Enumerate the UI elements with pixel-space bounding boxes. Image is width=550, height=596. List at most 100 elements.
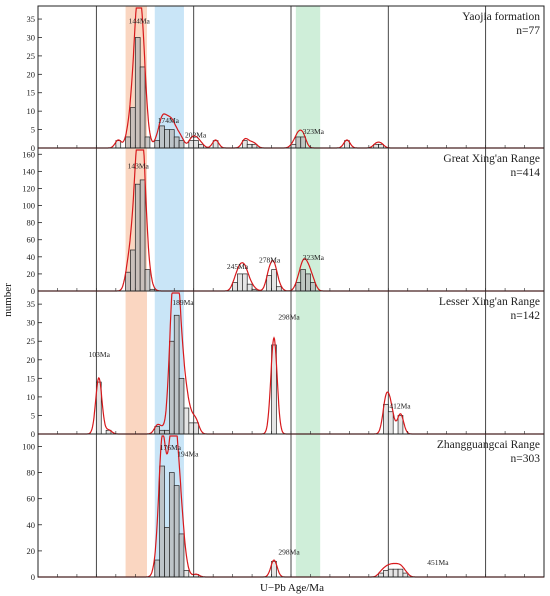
histogram-bar	[387, 568, 394, 578]
histogram-bar	[193, 140, 199, 149]
y-tick-label: 0	[31, 286, 35, 296]
histogram-bar	[154, 559, 160, 578]
y-tick-label: 10	[27, 392, 36, 402]
y-tick-label: 160	[22, 149, 35, 159]
histogram-bar	[295, 282, 302, 292]
peak-label: 323Ma	[303, 127, 325, 136]
histogram-bar	[173, 136, 180, 149]
peak-label: 174Ma	[158, 116, 180, 125]
histogram-bar	[159, 465, 165, 578]
histogram-bar	[232, 282, 238, 292]
panel-title: Yaojia formation	[462, 11, 540, 23]
histogram-bar	[193, 422, 199, 435]
histogram-bar	[173, 314, 180, 435]
histogram-bar	[402, 572, 409, 578]
y-tick-label: 20	[27, 269, 36, 279]
chart-panels: 0 5 10 15 20 25 30 35 144Ma 174Ma 202Ma 323Ma Yaojia…	[22, 5, 545, 582]
y-tick-label: 10	[27, 106, 36, 116]
panel-sample-count: n=142	[511, 310, 541, 322]
histogram-bar	[305, 273, 311, 292]
histogram-bar	[125, 136, 131, 149]
histogram-bar	[188, 140, 195, 149]
histogram-bar	[154, 140, 160, 149]
histogram-bar	[144, 136, 151, 149]
histogram-bar	[300, 136, 306, 149]
histogram-bar	[183, 407, 190, 435]
histogram-bar	[271, 269, 277, 292]
histogram-bar	[169, 340, 175, 435]
peak-label: 189Ma	[172, 298, 194, 307]
histogram-bar	[134, 37, 141, 149]
histogram-bar	[300, 269, 306, 292]
x-axis-label: U−Pb Age/Ma	[260, 582, 324, 594]
peak-label: 412Ma	[389, 402, 411, 411]
peak-label: 202Ma	[185, 131, 207, 140]
histogram-bar	[134, 183, 141, 292]
histogram-bar	[383, 403, 389, 435]
peak-label: 103Ma	[89, 350, 111, 359]
histogram-bar	[383, 570, 389, 578]
y-tick-label: 60	[27, 494, 36, 504]
panel-title: Zhangguangcai Range	[437, 439, 540, 451]
histogram-bar	[159, 125, 165, 149]
y-tick-label: 15	[27, 88, 36, 98]
y-tick-label: 100	[22, 441, 35, 451]
y-tick-label: 60	[27, 235, 36, 245]
y-tick-label: 20	[27, 69, 36, 79]
histogram-bar	[198, 143, 204, 149]
peak-label: 298Ma	[278, 313, 300, 322]
y-tick-label: 25	[27, 336, 36, 346]
peak-label: 298Ma	[278, 547, 300, 556]
histogram-bar	[387, 411, 394, 435]
y-tick-label: 0	[31, 572, 35, 582]
y-tick-label: 20	[27, 546, 36, 556]
panel-2: 0 20 40 60 80 100 120 140 160 143Ma 245Ma 278Ma 323M…	[22, 147, 545, 296]
peak-label: 144Ma	[129, 16, 151, 25]
peak-label: 143Ma	[128, 161, 150, 170]
histogram-bar	[276, 286, 282, 292]
y-tick-label: 140	[22, 166, 35, 176]
histogram-bar	[397, 568, 404, 578]
histogram-bar	[164, 129, 170, 149]
y-tick-label: 40	[27, 520, 36, 530]
y-tick-label: 30	[27, 32, 36, 42]
histogram-bar	[178, 377, 185, 435]
panel-sample-count: n=414	[511, 167, 541, 179]
peak-label: 451Ma	[427, 558, 449, 567]
y-tick-label: 30	[27, 318, 36, 328]
y-tick-label: 35	[27, 299, 36, 309]
histogram-bar	[237, 273, 243, 292]
peak-label: 278Ma	[259, 255, 281, 264]
histogram-bar	[295, 136, 302, 149]
panel-title: Lesser Xing'an Range	[439, 296, 540, 308]
histogram-bar	[130, 249, 136, 292]
panel-1: 0 5 10 15 20 25 30 35 144Ma 174Ma 202Ma 323Ma Yaojia…	[27, 5, 545, 153]
histogram-bar	[188, 422, 195, 435]
histogram-bar	[173, 485, 180, 578]
panel-3: 0 5 10 15 20 25 30 35 103Ma 189Ma 298Ma 412Ma Lesser…	[27, 290, 545, 439]
histogram-bar	[169, 472, 175, 578]
y-tick-label: 5	[31, 125, 35, 135]
panel-title: Great Xing'an Range	[443, 153, 540, 165]
histogram-bar	[144, 269, 151, 292]
histogram-bar	[139, 179, 146, 292]
histogram-bar	[290, 143, 297, 149]
histogram-bar	[241, 273, 248, 292]
histogram-bar	[169, 129, 175, 149]
peak-label: 323Ma	[303, 253, 325, 262]
y-tick-label: 20	[27, 355, 36, 365]
y-tick-label: 5	[31, 410, 35, 420]
histogram-bar	[164, 429, 170, 435]
y-tick-label: 40	[27, 252, 36, 262]
y-tick-label: 80	[27, 468, 36, 478]
y-axis-label: number	[2, 283, 14, 317]
histogram-bar	[378, 572, 384, 578]
y-tick-label: 0	[31, 429, 35, 439]
panel-sample-count: n=303	[511, 453, 541, 465]
histogram-bar	[246, 143, 253, 149]
histogram-bar	[310, 282, 316, 292]
histogram-bar	[183, 570, 190, 578]
y-tick-label: 35	[27, 14, 36, 24]
